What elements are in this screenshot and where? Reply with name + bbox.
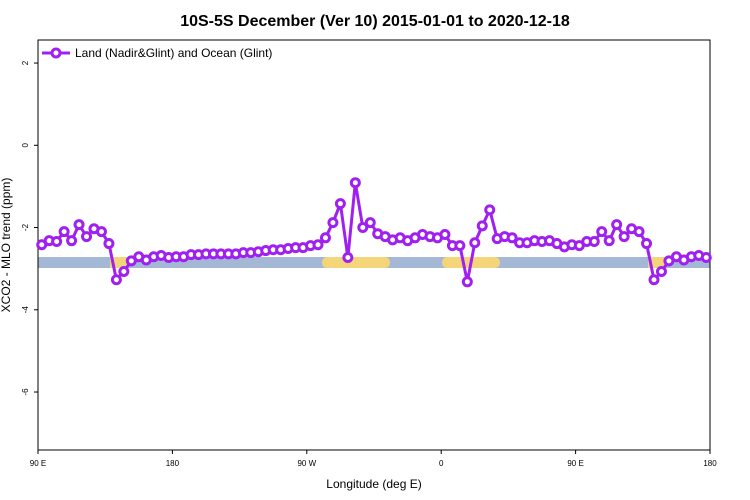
data-point (319, 232, 331, 244)
data-point (81, 231, 93, 243)
chart-title: 10S-5S December (Ver 10) 2015-01-01 to 2… (180, 13, 570, 30)
data-point (641, 238, 653, 250)
data-point (648, 274, 660, 286)
data-point (51, 236, 63, 248)
x-tick-label: 180 (703, 459, 717, 468)
data-point (484, 204, 496, 216)
data-point (596, 226, 608, 238)
data-point (588, 236, 600, 248)
data-point (506, 232, 518, 244)
data-point (95, 226, 107, 238)
data-point (454, 240, 466, 252)
legend-label: Land (Nadir&Glint) and Ocean (Glint) (75, 46, 272, 60)
data-point (73, 219, 85, 231)
data-point (103, 238, 115, 250)
data-point (611, 219, 623, 231)
x-axis-label: Longitude (deg E) (326, 477, 421, 491)
y-tick-label: -4 (21, 306, 30, 314)
data-point (603, 235, 615, 247)
x-tick-label: 180 (166, 459, 180, 468)
data-point (364, 217, 376, 229)
x-tick-label: 90 W (297, 459, 316, 468)
x-tick-label: 90 E (567, 459, 583, 468)
data-point (334, 198, 346, 210)
data-point (476, 220, 488, 232)
data-point (349, 177, 361, 189)
y-tick-label: -6 (21, 388, 30, 396)
y-tick-label: -2 (21, 223, 30, 231)
data-point (633, 226, 645, 238)
data-point (700, 252, 712, 264)
x-tick-label: 0 (439, 459, 444, 468)
data-point (118, 266, 130, 278)
x-tick-label: 90 E (30, 459, 46, 468)
data-point (327, 217, 339, 229)
y-axis-label: XCO2 - MLO trend (ppm) (0, 178, 13, 313)
data-point (58, 226, 70, 238)
data-point (357, 222, 369, 234)
data-point (312, 239, 324, 251)
data-point (461, 276, 473, 288)
y-tick-label: 0 (21, 143, 30, 148)
y-tick-label: 2 (21, 60, 30, 65)
data-point (618, 231, 630, 243)
data-point (66, 235, 78, 247)
legend: Land (Nadir&Glint) and Ocean (Glint) (42, 46, 272, 60)
data-point (469, 237, 481, 249)
data-point (439, 229, 451, 241)
data-point (110, 274, 122, 286)
legend-marker (50, 47, 62, 59)
data-point (342, 252, 354, 264)
data-point (655, 266, 667, 278)
